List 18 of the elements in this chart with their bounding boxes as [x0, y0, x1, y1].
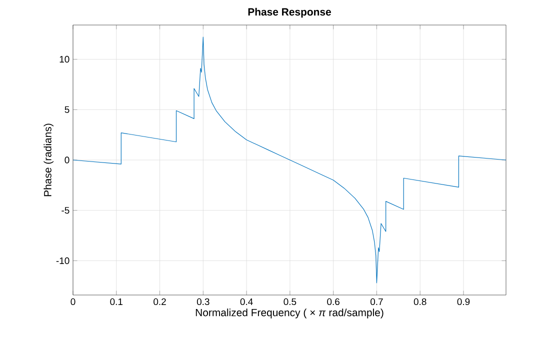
x-tick-label: 0.1 — [110, 298, 122, 306]
x-axis-title: Normalized Frequency ( × π rad/sample) — [196, 308, 384, 318]
x-tick-label: 0.4 — [240, 298, 253, 306]
x-tick-label: 0 — [70, 298, 76, 306]
x-tick-label: 0.5 — [284, 298, 296, 306]
x-tick-label: 0.7 — [370, 298, 383, 306]
x-tick-label: 0.2 — [154, 298, 166, 306]
x-tick-label: 0.8 — [414, 298, 426, 306]
y-tick-label: 10 — [60, 56, 70, 63]
x-tick-label: 0.9 — [457, 298, 470, 306]
y-tick-label: -5 — [62, 207, 70, 214]
x-tick-label: 0.6 — [327, 298, 340, 306]
y-axis-title: Phase (radians) — [44, 124, 54, 196]
y-tick-label: -10 — [56, 257, 70, 264]
chart-title: Phase Response — [248, 8, 331, 18]
y-tick-label: 0 — [64, 156, 70, 164]
x-tick-label: 0.3 — [196, 298, 210, 306]
y-tick-label: 5 — [64, 106, 70, 113]
